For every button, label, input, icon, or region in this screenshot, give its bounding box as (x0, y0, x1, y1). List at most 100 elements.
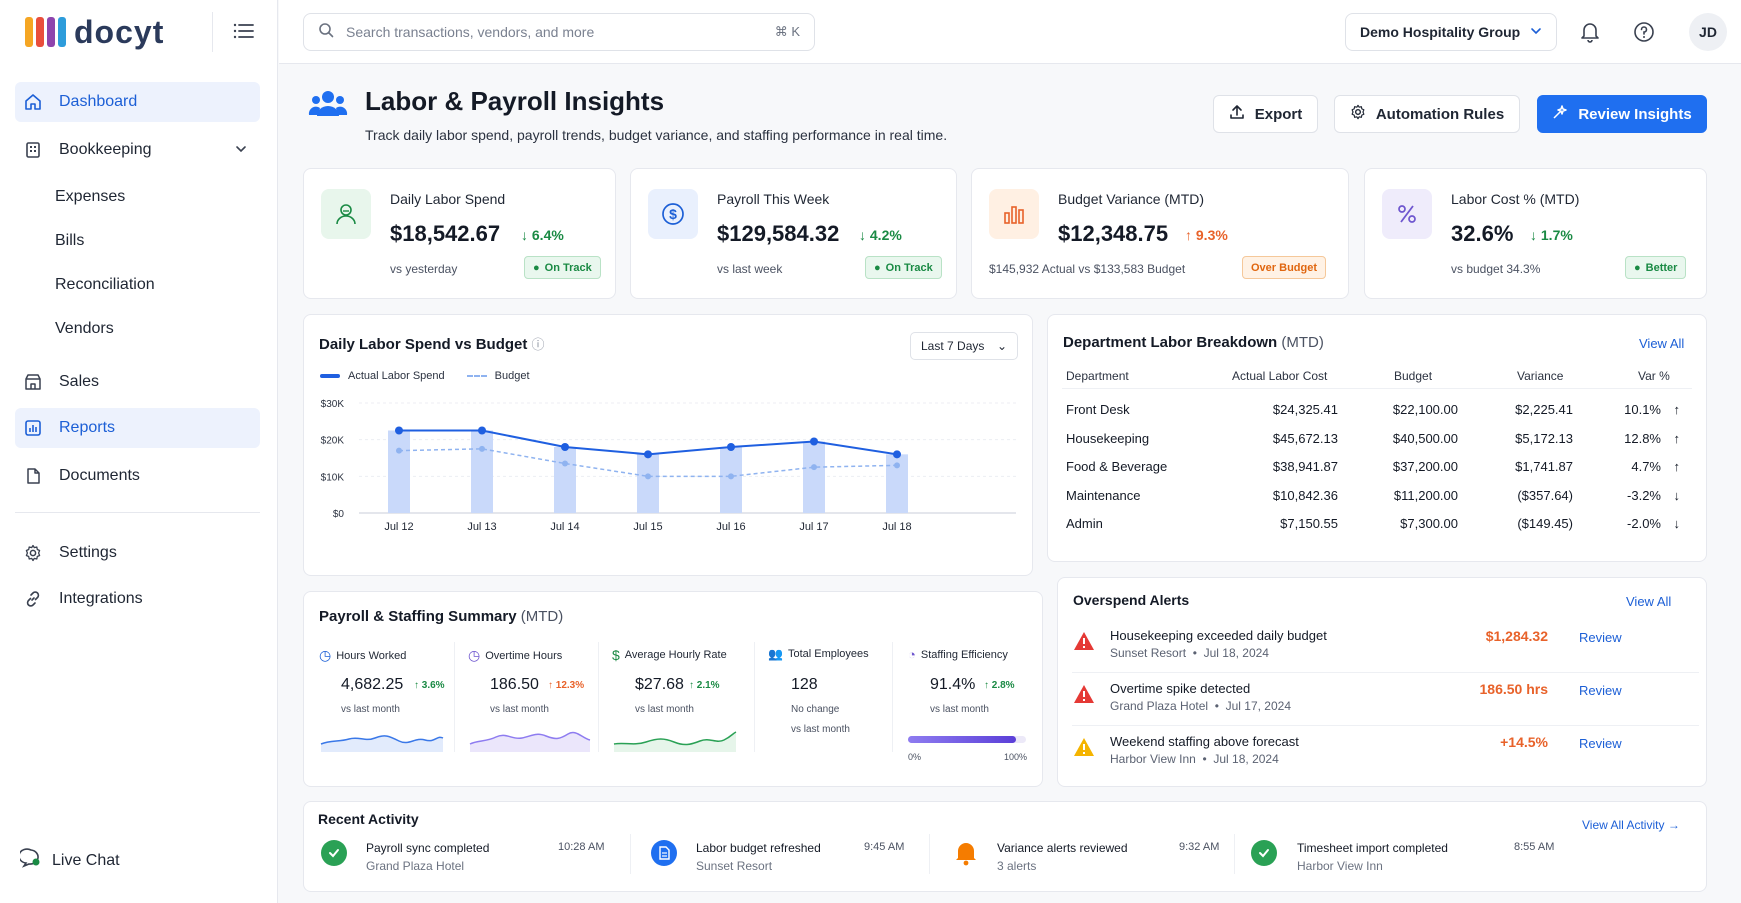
arrow-down-icon: ↓ (859, 227, 866, 243)
logo-text: docyt (74, 13, 165, 50)
x-tick-label: Jul 14 (550, 521, 579, 533)
warning-icon (1074, 738, 1094, 756)
bar-actual (720, 447, 742, 513)
labor-spend-chart-card: Daily Labor Spend vs Budget ⓘ Last 7 Day… (303, 314, 1033, 576)
review-insights-label: Review Insights (1578, 105, 1692, 123)
point-budget (562, 460, 568, 467)
table-row[interactable]: Food & Beverage $38,941.87 $37,200.00 $1,74… (1048, 459, 1708, 479)
table-row[interactable]: Housekeeping $45,672.13 $40,500.00 $5,172.1… (1048, 431, 1708, 451)
sidebar-item-reports[interactable]: Reports (15, 408, 260, 448)
kpi-card-daily-labor[interactable]: Daily Labor Spend $18,542.67 ↓ 6.4% vs y… (303, 168, 616, 299)
bar-actual (886, 454, 908, 513)
point-budget (396, 447, 402, 454)
status-badge: ● Better (1625, 256, 1687, 279)
y-tick-label: $20K (321, 436, 345, 447)
table-row[interactable]: Maintenance $10,842.36 $11,200.00 ($357.64)… (1048, 488, 1708, 508)
alert-item[interactable]: Weekend staffing above forecast Harbor Vi… (1058, 734, 1708, 782)
sidebar-item-sales[interactable]: Sales (15, 362, 260, 402)
view-all-activity-link[interactable]: View All Activity → (1582, 818, 1680, 832)
kpi-value: 32.6% (1451, 221, 1514, 246)
alert-place: Grand Plaza Hotel (1110, 699, 1209, 713)
search-input[interactable] (346, 24, 763, 40)
menu-toggle-icon[interactable] (233, 22, 255, 42)
sidebar-item-label: Integrations (59, 590, 143, 607)
table-row[interactable]: Admin $7,150.55 $7,300.00 ($149.45) -2.0% ↓ (1048, 516, 1708, 536)
avatar[interactable]: JD (1689, 13, 1727, 51)
chevron-down-icon[interactable] (234, 142, 248, 161)
bell-icon[interactable] (1578, 20, 1602, 44)
activity-item-title: Variance alerts reviewed (997, 841, 1128, 855)
table-row[interactable]: Front Desk $24,325.41 $22,100.00 $2,225.41 1… (1048, 402, 1708, 422)
cell-actual: $24,325.41 (1272, 402, 1338, 417)
metric-label: Overtime Hours (485, 649, 563, 662)
sidebar-item-settings[interactable]: Settings (15, 533, 260, 573)
arrow-up-icon: ↑ (1673, 402, 1681, 417)
labor-spend-chart: $30K $20K $10K $0 Jul 12 Jul 13 Jul 14 Jul 15 Ju… (321, 399, 1016, 533)
docyt-logo[interactable]: docyt (25, 14, 164, 50)
kpi-delta: ↓ 4.2% (859, 227, 902, 243)
cell-var-pct: -2.0% (1627, 516, 1661, 531)
alert-review-link[interactable]: Review (1579, 736, 1622, 751)
alert-meta: Grand Plaza Hotel • Jul 17, 2024 (1110, 699, 1291, 713)
sidebar-item-dashboard[interactable]: Dashboard (15, 82, 260, 122)
dept-view-all-link[interactable]: View All (1639, 336, 1685, 351)
chevron-down-icon (1530, 24, 1542, 40)
bell-icon (953, 840, 979, 866)
clock-icon: ◷ (319, 647, 332, 663)
overtime-sparkline (469, 731, 591, 752)
alert-title: Housekeeping exceeded daily budget (1110, 628, 1327, 643)
sidebar-item-bookkeeping[interactable]: Bookkeeping (15, 130, 260, 170)
info-icon[interactable]: ⓘ (531, 337, 545, 352)
arrow-up-icon: ↑ (1673, 430, 1681, 446)
recent-activity-card: Recent Activity View All Activity → Payr… (303, 801, 1707, 892)
automation-rules-button[interactable]: Automation Rules (1334, 95, 1520, 133)
company-selector[interactable]: Demo Hospitality Group (1345, 13, 1557, 51)
metric-avg-hourly-rate: $ Average Hourly Rate (612, 647, 727, 663)
export-button[interactable]: Export (1213, 95, 1318, 133)
bar-chart-icon (989, 189, 1039, 239)
badge-label: Better (1645, 261, 1678, 274)
alert-meta: Sunset Resort • Jul 18, 2024 (1110, 646, 1269, 660)
bar-actual (554, 447, 576, 513)
date-range-select[interactable]: Last 7 Days ⌄ (910, 332, 1018, 360)
efficiency-max: 100% (1004, 752, 1028, 762)
divider (892, 642, 893, 752)
x-tick-label: Jul 15 (633, 521, 662, 533)
x-tick-label: Jul 16 (716, 521, 745, 533)
document-icon (23, 466, 43, 486)
alert-item[interactable]: Overtime spike detected Grand Plaza Hotel… (1058, 681, 1708, 729)
alert-amount: +14.5% (1500, 734, 1548, 750)
metric-total-employees: 👥 Total Employees (768, 647, 869, 661)
sidebar-subitem-reconciliation[interactable]: Reconciliation (55, 276, 155, 293)
status-badge: ● On Track (524, 256, 601, 279)
sidebar-subitem-vendors[interactable]: Vendors (55, 320, 114, 337)
search-bar[interactable]: ⌘ K (303, 13, 815, 51)
review-insights-button[interactable]: Review Insights (1537, 95, 1707, 133)
alert-amount: 186.50 hrs (1479, 681, 1549, 697)
sidebar-subitem-bills[interactable]: Bills (55, 232, 85, 249)
gear-icon (23, 543, 43, 563)
y-tick-label: $30K (321, 399, 345, 410)
sidebar-item-documents[interactable]: Documents (15, 456, 260, 496)
activity-item-sub: Grand Plaza Hotel (366, 859, 465, 873)
point-actual (727, 443, 735, 451)
cell-var-pct: 4.7% (1631, 459, 1661, 474)
live-chat-button[interactable]: Live Chat (18, 848, 120, 873)
kpi-card-budget-variance[interactable]: Budget Variance (MTD) $12,348.75 ↑ 9.3% … (971, 168, 1349, 299)
alert-review-link[interactable]: Review (1579, 630, 1622, 645)
store-icon (23, 372, 43, 392)
help-icon[interactable] (1632, 20, 1656, 44)
metric-value: 186.50 (490, 676, 539, 693)
document-icon (651, 840, 677, 866)
kpi-card-labor-cost-pct[interactable]: Labor Cost % (MTD) 32.6% ↓ 1.7% vs budge… (1364, 168, 1707, 299)
dept-title-text: Department Labor Breakdown (1063, 334, 1278, 351)
sidebar-item-integrations[interactable]: Integrations (15, 579, 260, 619)
alerts-view-all-link[interactable]: View All (1626, 594, 1672, 609)
kpi-card-payroll-week[interactable]: $ Payroll This Week $129,584.32 ↓ 4.2% v… (630, 168, 957, 299)
alert-review-link[interactable]: Review (1579, 683, 1622, 698)
percent-icon (1382, 189, 1432, 239)
status-badge: Over Budget (1242, 256, 1327, 279)
sidebar-subitem-expenses[interactable]: Expenses (55, 188, 126, 205)
alert-item[interactable]: Housekeeping exceeded daily budget Sunset… (1058, 628, 1708, 676)
legend-actual: Actual Labor Spend (348, 370, 445, 382)
